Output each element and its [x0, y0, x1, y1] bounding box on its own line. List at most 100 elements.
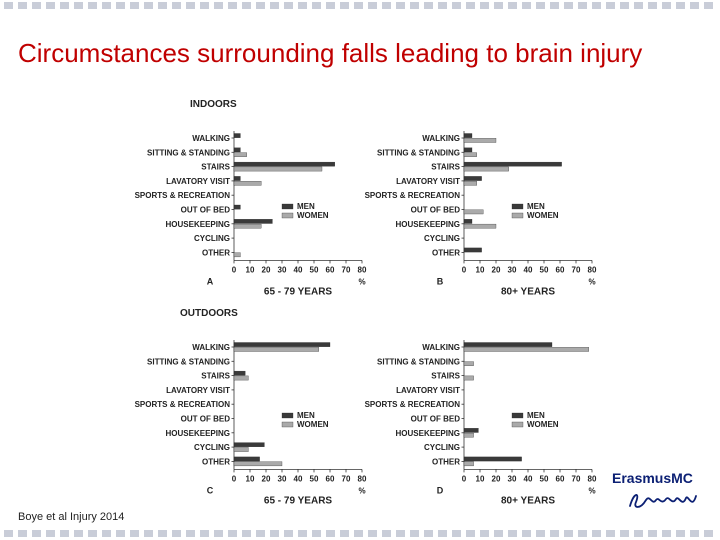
- category-label-a: SPORTS & RECREATION: [135, 191, 231, 200]
- category-label-a: OTHER: [202, 248, 230, 257]
- women-bar-b: [463, 152, 477, 157]
- x-tick-label-d: 20: [492, 474, 501, 483]
- men-bar-b: [463, 147, 473, 153]
- x-tick-label-b: 70: [572, 265, 581, 274]
- category-label-a: SITTING & STANDING: [147, 148, 230, 157]
- men-bar-a: [233, 204, 241, 210]
- category-label-d: OUT OF BED: [411, 415, 461, 424]
- category-label-a: STAIRS: [201, 163, 230, 172]
- men-bar-b: [463, 176, 482, 181]
- section-label-outdoors: OUTDOORS: [180, 308, 238, 319]
- legend-label-women-d: WOMEN: [527, 420, 559, 429]
- category-label-d: WALKING: [422, 343, 460, 352]
- x-axis-label-b: 80+ YEARS: [501, 286, 555, 297]
- x-tick-label-d: 40: [524, 474, 533, 483]
- women-bar-a: [233, 252, 241, 258]
- x-tick-label-d: 70: [572, 474, 581, 483]
- x-tick-label-c: 70: [342, 474, 351, 483]
- men-bar-a: [233, 176, 241, 181]
- category-label-d: HOUSEKEEPING: [396, 429, 460, 438]
- x-tick-label-b: 50: [540, 265, 549, 274]
- men-bar-a: [233, 161, 335, 167]
- category-label-b: HOUSEKEEPING: [396, 220, 460, 229]
- x-axis-label-a: 65 - 79 YEARS: [264, 286, 333, 297]
- category-label-a: LAVATORY VISIT: [166, 177, 230, 186]
- x-tick-label-a: 10: [246, 265, 255, 274]
- x-tick-label-b: 40: [524, 265, 533, 274]
- category-label-d: SPORTS & RECREATION: [365, 400, 461, 409]
- legend-label-women-b: WOMEN: [527, 211, 559, 220]
- category-label-b: STAIRS: [431, 163, 460, 172]
- x-tick-label-a: 60: [326, 265, 335, 274]
- category-label-c: WALKING: [192, 343, 230, 352]
- x-tick-label-d: 80: [588, 474, 597, 483]
- category-label-b: LAVATORY VISIT: [396, 177, 460, 186]
- women-bar-d: [463, 347, 589, 352]
- x-tick-label-c: 60: [326, 474, 335, 483]
- logo-signature-icon: [629, 494, 697, 508]
- men-bar-d: [463, 428, 479, 433]
- x-axis-unit-a: %: [358, 277, 365, 286]
- legend-label-women-a: WOMEN: [297, 211, 329, 220]
- panel-letter-d: D: [437, 485, 444, 495]
- category-label-d: LAVATORY VISIT: [396, 386, 460, 395]
- category-label-c: LAVATORY VISIT: [166, 386, 230, 395]
- men-bar-c: [233, 456, 260, 462]
- x-tick-label-a: 0: [232, 265, 237, 274]
- x-axis-label-c: 65 - 79 YEARS: [264, 495, 333, 506]
- legend-swatch-women-a: [281, 212, 294, 219]
- women-bar-c: [233, 347, 319, 352]
- legend-swatch-men-c: [281, 412, 294, 419]
- x-tick-label-c: 50: [310, 474, 319, 483]
- legend-label-men-d: MEN: [527, 411, 545, 420]
- panel-letter-c: C: [207, 485, 214, 495]
- x-tick-label-b: 0: [462, 265, 467, 274]
- panel-letter-a: A: [207, 276, 214, 286]
- category-label-a: CYCLING: [194, 234, 230, 243]
- legend-label-men-b: MEN: [527, 202, 545, 211]
- x-tick-label-d: 10: [476, 474, 485, 483]
- slide-title: Circumstances surrounding falls leading …: [18, 38, 643, 68]
- x-axis-unit-d: %: [588, 486, 595, 495]
- men-bar-b: [463, 219, 473, 224]
- x-tick-label-a: 50: [310, 265, 319, 274]
- men-bar-c: [233, 442, 265, 447]
- x-tick-label-c: 0: [232, 474, 237, 483]
- category-label-b: OTHER: [432, 248, 460, 257]
- legend-swatch-men-a: [281, 203, 294, 210]
- x-axis-unit-c: %: [358, 486, 365, 495]
- legend-swatch-women-b: [511, 212, 524, 219]
- women-bar-c: [233, 461, 283, 467]
- men-bar-b: [463, 133, 473, 138]
- women-bar-b: [463, 166, 509, 172]
- erasmus-mc-logo: ErasmusMC: [612, 468, 712, 518]
- x-tick-label-a: 30: [278, 265, 287, 274]
- x-axis-unit-b: %: [588, 277, 595, 286]
- men-bar-d: [463, 456, 522, 462]
- women-bar-c: [233, 447, 249, 452]
- category-label-b: OUT OF BED: [411, 206, 461, 215]
- men-bar-c: [233, 370, 246, 376]
- x-tick-label-a: 20: [262, 265, 271, 274]
- women-bar-b: [463, 138, 497, 143]
- category-label-b: SITTING & STANDING: [377, 148, 460, 157]
- men-bar-a: [233, 147, 241, 153]
- x-tick-label-d: 60: [556, 474, 565, 483]
- category-label-a: WALKING: [192, 134, 230, 143]
- men-bar-d: [463, 342, 553, 347]
- category-label-c: SPORTS & RECREATION: [135, 400, 231, 409]
- category-label-d: OTHER: [432, 457, 460, 466]
- x-tick-label-b: 60: [556, 265, 565, 274]
- x-tick-label-b: 80: [588, 265, 597, 274]
- men-bar-a: [233, 219, 273, 224]
- x-tick-label-b: 20: [492, 265, 501, 274]
- category-label-d: CYCLING: [424, 443, 460, 452]
- legend-label-men-c: MEN: [297, 411, 315, 420]
- legend-label-women-c: WOMEN: [297, 420, 329, 429]
- x-tick-label-c: 20: [262, 474, 271, 483]
- category-label-c: OUT OF BED: [181, 415, 231, 424]
- men-bar-b: [463, 161, 562, 167]
- category-label-b: WALKING: [422, 134, 460, 143]
- x-tick-label-b: 10: [476, 265, 485, 274]
